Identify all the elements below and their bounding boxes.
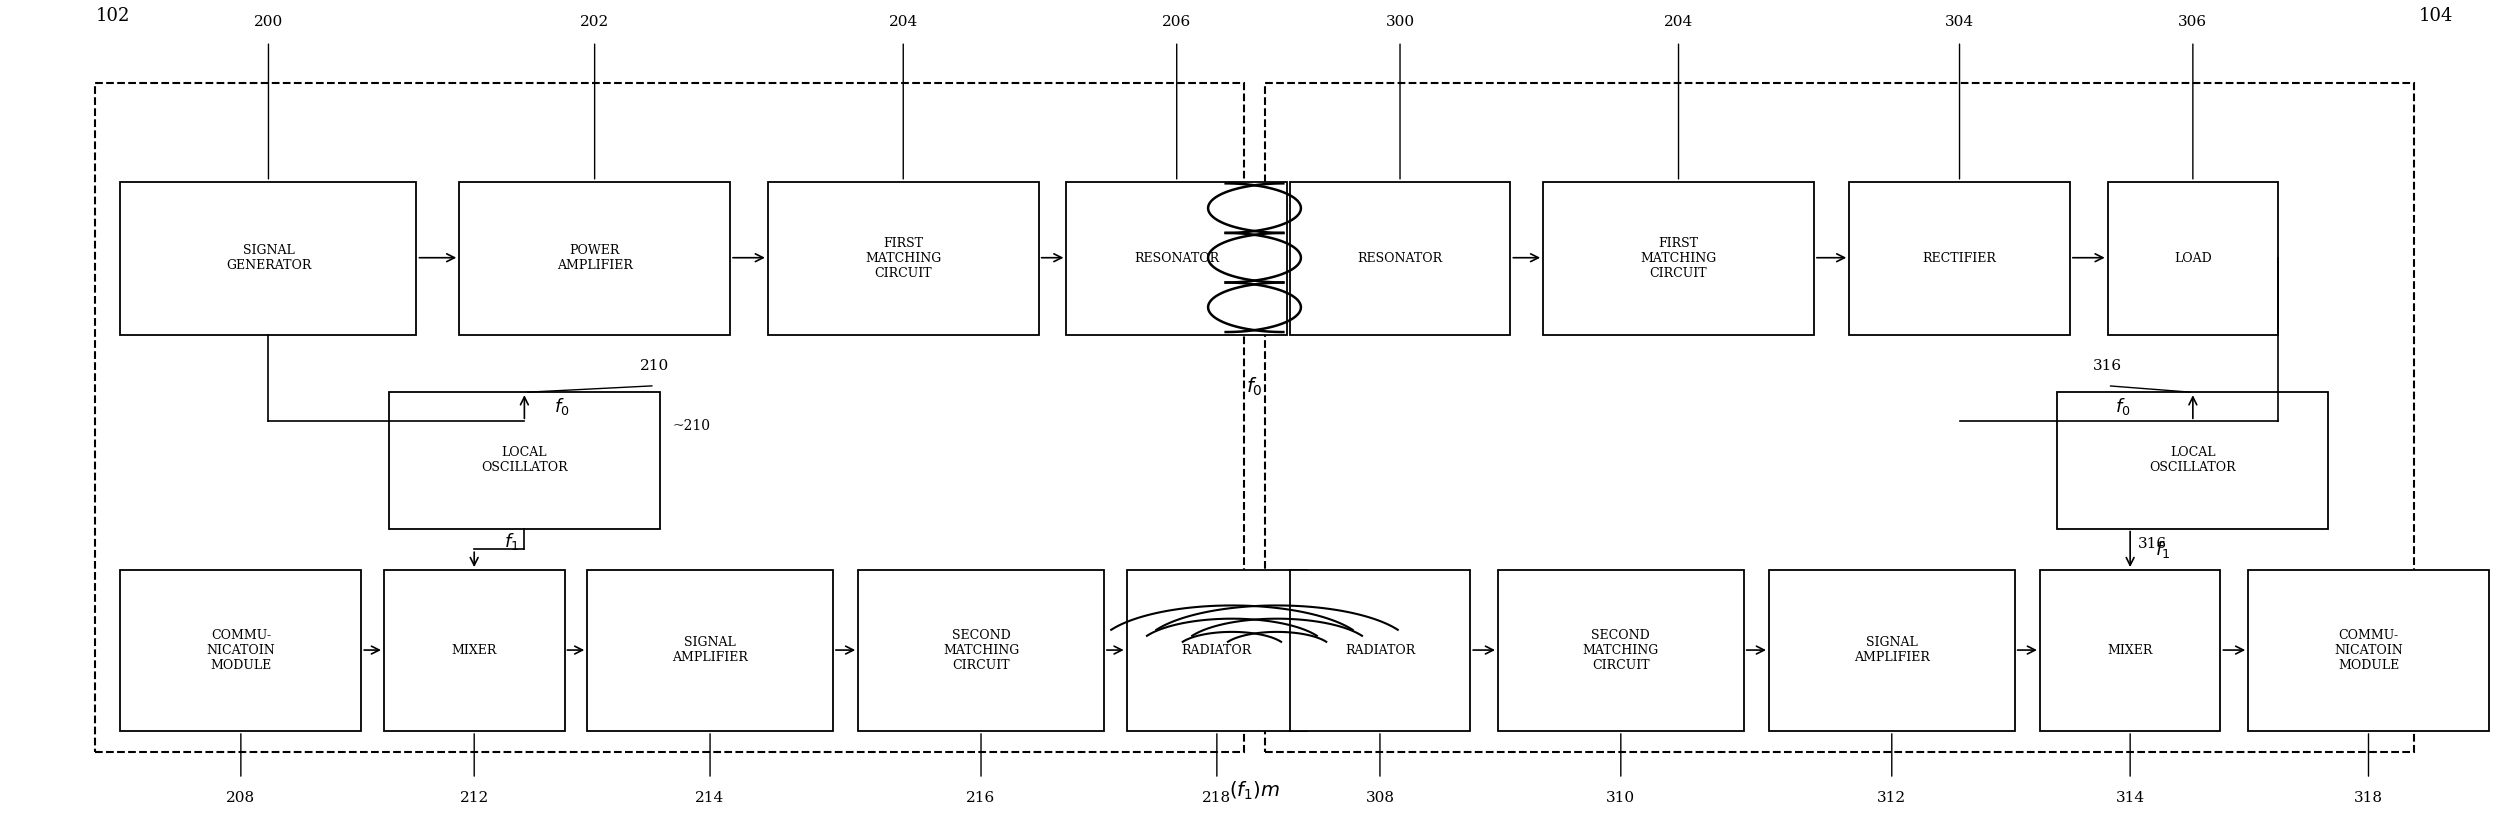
FancyBboxPatch shape	[2040, 570, 2220, 731]
Text: RESONATOR: RESONATOR	[1357, 252, 1443, 264]
Text: 306: 306	[2178, 15, 2208, 29]
Text: 316: 316	[2138, 537, 2168, 551]
Text: 304: 304	[1944, 15, 1975, 29]
Text: RECTIFIER: RECTIFIER	[1922, 252, 1997, 264]
Text: ~210: ~210	[672, 420, 710, 434]
Text: LOCAL
OSCILLATOR: LOCAL OSCILLATOR	[482, 447, 567, 474]
Text: COMMU-
NICATOIN
MODULE: COMMU- NICATOIN MODULE	[2333, 629, 2404, 672]
Text: $f_0$: $f_0$	[554, 396, 570, 417]
Text: $f_1$: $f_1$	[2155, 539, 2170, 560]
Text: 314: 314	[2115, 791, 2145, 805]
FancyBboxPatch shape	[858, 570, 1104, 731]
FancyBboxPatch shape	[587, 570, 833, 731]
Text: COMMU-
NICATOIN
MODULE: COMMU- NICATOIN MODULE	[206, 629, 276, 672]
Text: FIRST
MATCHING
CIRCUIT: FIRST MATCHING CIRCUIT	[866, 236, 941, 280]
Text: 308: 308	[1365, 791, 1395, 805]
Text: 204: 204	[888, 15, 918, 29]
Text: $f_1$: $f_1$	[504, 530, 519, 552]
Text: MIXER: MIXER	[452, 644, 497, 657]
Text: RADIATOR: RADIATOR	[1345, 644, 1415, 657]
Text: 316: 316	[2093, 359, 2123, 373]
Text: 102: 102	[95, 7, 130, 25]
Text: RADIATOR: RADIATOR	[1182, 644, 1252, 657]
Text: 204: 204	[1663, 15, 1694, 29]
FancyBboxPatch shape	[2108, 182, 2278, 335]
Text: 216: 216	[966, 791, 996, 805]
Text: $(f_1)m$: $(f_1)m$	[1229, 781, 1280, 802]
FancyBboxPatch shape	[1127, 570, 1307, 731]
Text: 200: 200	[253, 15, 284, 29]
FancyBboxPatch shape	[120, 570, 361, 731]
FancyBboxPatch shape	[1290, 182, 1510, 335]
Text: RESONATOR: RESONATOR	[1134, 252, 1219, 264]
Text: 312: 312	[1877, 791, 1907, 805]
Text: LOAD: LOAD	[2173, 252, 2213, 264]
Text: LOCAL
OSCILLATOR: LOCAL OSCILLATOR	[2150, 447, 2236, 474]
FancyBboxPatch shape	[459, 182, 730, 335]
Text: SIGNAL
AMPLIFIER: SIGNAL AMPLIFIER	[1854, 637, 1929, 664]
FancyBboxPatch shape	[768, 182, 1039, 335]
FancyBboxPatch shape	[1543, 182, 1814, 335]
Text: SECOND
MATCHING
CIRCUIT: SECOND MATCHING CIRCUIT	[943, 629, 1019, 672]
Text: 318: 318	[2353, 791, 2384, 805]
Text: POWER
AMPLIFIER: POWER AMPLIFIER	[557, 244, 632, 272]
FancyBboxPatch shape	[1066, 182, 1287, 335]
FancyBboxPatch shape	[384, 570, 565, 731]
Text: FIRST
MATCHING
CIRCUIT: FIRST MATCHING CIRCUIT	[1641, 236, 1716, 280]
Text: 208: 208	[226, 791, 256, 805]
FancyBboxPatch shape	[1769, 570, 2015, 731]
Text: MIXER: MIXER	[2108, 644, 2153, 657]
Text: 206: 206	[1162, 15, 1192, 29]
FancyBboxPatch shape	[2248, 570, 2489, 731]
Text: 202: 202	[580, 15, 610, 29]
FancyBboxPatch shape	[1849, 182, 2070, 335]
Text: 214: 214	[695, 791, 725, 805]
Text: SIGNAL
GENERATOR: SIGNAL GENERATOR	[226, 244, 311, 272]
Text: $f_0$: $f_0$	[2115, 396, 2130, 417]
Text: 310: 310	[1606, 791, 1636, 805]
Text: 212: 212	[459, 791, 489, 805]
FancyBboxPatch shape	[1498, 570, 1744, 731]
Text: $f_0$: $f_0$	[1247, 376, 1262, 398]
Text: 300: 300	[1385, 15, 1415, 29]
Text: 104: 104	[2419, 7, 2454, 25]
Text: 210: 210	[640, 359, 670, 373]
FancyBboxPatch shape	[389, 392, 660, 529]
Text: SECOND
MATCHING
CIRCUIT: SECOND MATCHING CIRCUIT	[1583, 629, 1658, 672]
FancyBboxPatch shape	[1290, 570, 1470, 731]
FancyBboxPatch shape	[2057, 392, 2328, 529]
Text: 218: 218	[1202, 791, 1232, 805]
FancyBboxPatch shape	[120, 182, 416, 335]
Text: SIGNAL
AMPLIFIER: SIGNAL AMPLIFIER	[672, 637, 748, 664]
